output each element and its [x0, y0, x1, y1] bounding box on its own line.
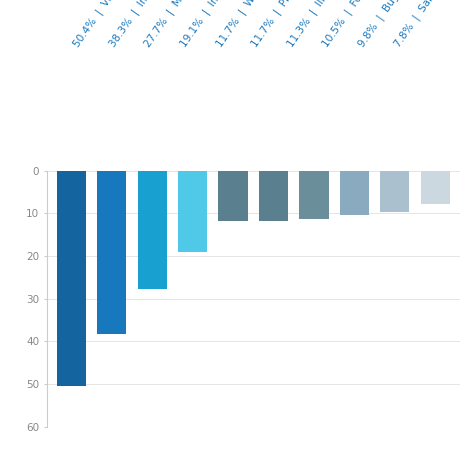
Text: 11.3%  |  Illustrations: 11.3% | Illustrations: [285, 0, 358, 49]
Bar: [421, 171, 450, 204]
Text: 19.1%  |  Infographics: 19.1% | Infographics: [178, 0, 252, 49]
Text: 50.4%  |  Video: 50.4% | Video: [71, 0, 125, 49]
Bar: [97, 171, 126, 334]
Bar: [178, 171, 207, 252]
Text: 7.8%  |  Sales Copy: 7.8% | Sales Copy: [392, 0, 459, 49]
Bar: [340, 171, 369, 216]
Bar: [219, 171, 248, 220]
Text: 9.8%  |  Buyers Guides: 9.8% | Buyers Guides: [356, 0, 433, 49]
Text: 38.3%  |  Interactive Media: 38.3% | Interactive Media: [107, 0, 196, 49]
Bar: [259, 171, 288, 220]
Bar: [57, 171, 86, 386]
Text: 11.7%  |  White Papers: 11.7% | White Papers: [214, 0, 290, 49]
Text: 10.5%  |  Featured Articles: 10.5% | Featured Articles: [321, 0, 408, 49]
Text: 27.7%  |  Motion Graphics: 27.7% | Motion Graphics: [143, 0, 228, 49]
Text: 11.7%  |  Photos: 11.7% | Photos: [250, 0, 307, 49]
Bar: [299, 171, 328, 219]
Bar: [380, 171, 409, 212]
Bar: [137, 171, 166, 289]
